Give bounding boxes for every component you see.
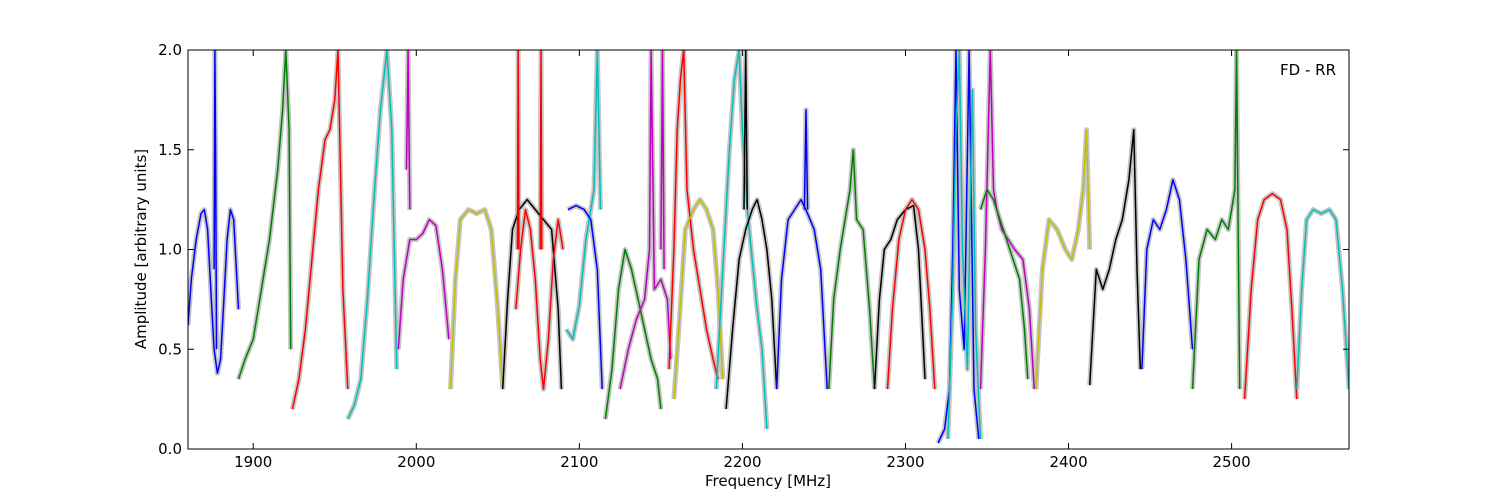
series-line-26 [886, 198, 936, 390]
series-line-17 [668, 50, 719, 380]
y-tick-label-1: 1.0 [158, 241, 182, 259]
series-line-21 [743, 50, 749, 210]
series-line-0 [188, 208, 240, 374]
series-line-32 [1088, 129, 1142, 386]
x-tick-label-2400: 2400 [1049, 453, 1087, 471]
y-tick-label-0: 0.0 [158, 440, 182, 458]
series-line-7 [449, 208, 504, 390]
series-line-4 [347, 50, 398, 420]
x-tick-label-1900: 1900 [234, 453, 272, 471]
y-axis: 0.0 0.5 1.0 1.5 2.0 [158, 41, 1349, 458]
series-line-2 [237, 50, 292, 380]
series-line-19 [715, 50, 768, 430]
series-line-18 [673, 198, 724, 400]
series-line-11 [539, 50, 543, 250]
series-line-3 [291, 50, 349, 410]
series-line-12 [565, 50, 602, 341]
x-axis: 1900 2000 2100 2200 2300 2400 2500 [234, 50, 1251, 471]
x-tick-label-2500: 2500 [1213, 453, 1251, 471]
series-line-35 [1243, 192, 1298, 400]
series-line-1 [213, 50, 218, 350]
series-line-5 [397, 218, 450, 350]
x-tick-label-2000: 2000 [397, 453, 435, 471]
series-line-16 [660, 50, 665, 270]
series-line-36 [1296, 208, 1349, 390]
series-line-27 [937, 50, 980, 444]
series-line-28 [947, 50, 982, 440]
series-line-13 [567, 204, 603, 390]
series-line-22 [775, 198, 828, 390]
series-line-10 [516, 50, 520, 250]
series-line-34 [1191, 50, 1241, 390]
series-line-33 [1141, 178, 1194, 370]
series-line-30 [979, 188, 1029, 380]
series-line-14 [604, 248, 662, 420]
chart-annotation: FD - RR [1280, 61, 1336, 79]
series-line-20 [725, 198, 778, 410]
x-tick-label-2300: 2300 [886, 453, 924, 471]
series-line-31 [1035, 129, 1091, 390]
series-line-29 [979, 50, 1036, 390]
series-line-9 [515, 208, 564, 390]
series-line-6 [405, 50, 411, 210]
y-tick-label-1.5: 1.5 [158, 141, 182, 159]
series-line-8 [501, 198, 563, 390]
series-line-25 [873, 204, 926, 390]
series-line-23 [803, 109, 809, 210]
x-tick-label-2100: 2100 [560, 453, 598, 471]
x-axis-label: Frequency [MHz] [705, 472, 831, 490]
series-group [188, 50, 1349, 444]
y-axis-label: Amplitude [arbitrary units] [132, 149, 150, 349]
series-line-15 [619, 50, 672, 390]
series-line-24 [828, 149, 876, 390]
y-tick-label-0.5: 0.5 [158, 340, 182, 358]
y-tick-label-2: 2.0 [158, 41, 182, 59]
x-tick-label-2200: 2200 [723, 453, 761, 471]
